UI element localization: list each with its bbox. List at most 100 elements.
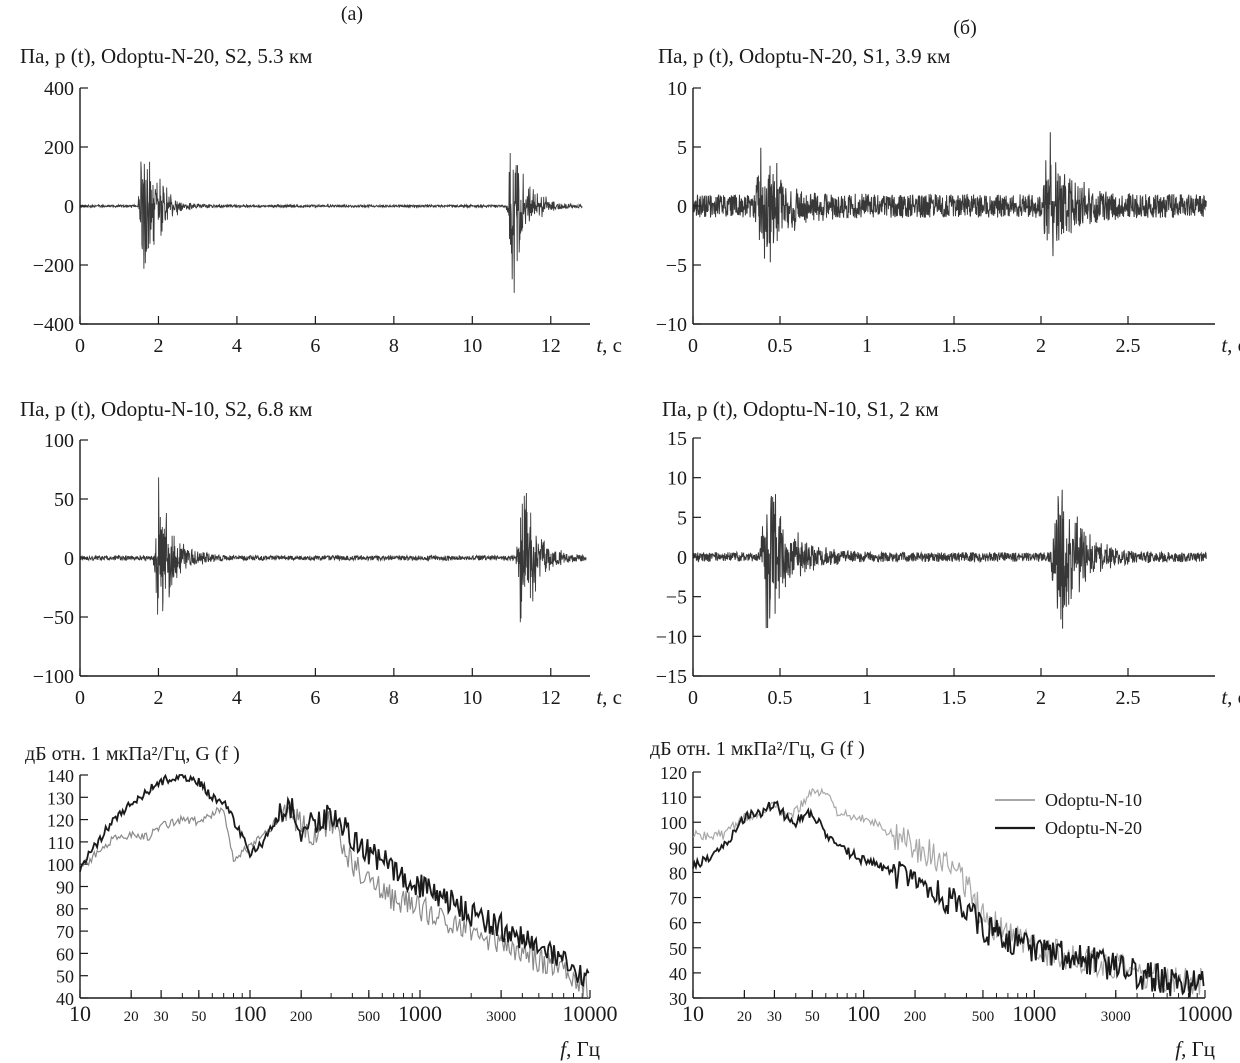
chart-pressure-n20-s2: Па, p (t), Odoptu-N-20, S2, 5.3 км 40020…	[20, 44, 622, 357]
y-tick-label: −5	[666, 255, 687, 277]
y-tick-label: 0	[677, 547, 687, 569]
x-tick-label: 1.5	[942, 335, 967, 357]
signal-line	[79, 477, 587, 623]
y-tick-label: 90	[56, 878, 74, 898]
y-tick-label: 10	[667, 78, 687, 100]
x-tick-label: 1	[862, 687, 872, 709]
y-tick-label: −10	[656, 626, 687, 648]
y-tick-label: −200	[33, 255, 74, 277]
y-tick-label: 50	[56, 967, 74, 987]
y-tick-label: 50	[54, 489, 74, 511]
y-tick-label: 70	[669, 889, 687, 909]
chart-title: Па, p (t), Odoptu-N-20, S2, 5.3 км	[20, 44, 312, 68]
y-tick-label: 100	[47, 855, 74, 875]
x-tick-label: 2	[1036, 687, 1046, 709]
x-tick-label: 0.5	[768, 335, 793, 357]
y-tick-label: 50	[669, 939, 687, 959]
series-line	[692, 800, 1205, 998]
y-tick-label: 40	[669, 964, 687, 984]
chart-title: Па, p (t), Odoptu-N-20, S1, 3.9 км	[658, 44, 950, 68]
series-line	[79, 804, 590, 999]
y-tick-label: 110	[661, 788, 687, 808]
y-tick-label: 60	[669, 914, 687, 934]
x-tick-label: 6	[310, 687, 320, 709]
signal-line	[692, 489, 1207, 629]
y-tick-label: 120	[47, 811, 74, 831]
y-tick-label: −10	[656, 314, 687, 336]
y-tick-label: 60	[56, 944, 74, 964]
y-tick-label: 400	[44, 78, 74, 100]
chart-title: дБ отн. 1 мкПа²/Гц, G (f )	[650, 738, 865, 760]
x-tick-label: 0	[75, 687, 85, 709]
x-tick-label: 10	[462, 687, 482, 709]
x-tick-label: 50	[805, 1009, 820, 1025]
x-tick-label: 100	[234, 1001, 267, 1026]
x-tick-label: 3000	[1101, 1009, 1131, 1025]
x-tick-label: 30	[767, 1009, 782, 1025]
x-tick-label: 1000	[1012, 1001, 1056, 1026]
y-tick-label: −5	[666, 587, 687, 609]
x-tick-label: 2	[1036, 335, 1046, 357]
y-tick-label: 110	[48, 833, 74, 853]
x-tick-label: 0.5	[768, 687, 793, 709]
x-tick-label: 30	[154, 1009, 169, 1025]
signal-line	[79, 152, 583, 293]
x-tick-label: 2.5	[1116, 687, 1141, 709]
chart-pressure-n10-s2: Па, p (t), Odoptu-N-10, S2, 6.8 км 10050…	[20, 397, 622, 709]
x-axis-label: t, с	[1221, 333, 1240, 357]
x-tick-label: 10	[69, 1001, 91, 1026]
y-tick-label: 70	[56, 922, 74, 942]
y-tick-label: 90	[669, 838, 687, 858]
chart-title: Па, p (t), Odoptu-N-10, S1, 2 км	[662, 397, 939, 421]
x-tick-label: 500	[358, 1009, 381, 1025]
y-tick-label: 120	[660, 763, 687, 783]
chart-spectrum-b: дБ отн. 1 мкПа²/Гц, G (f ) 120 110 100 90 80…	[650, 738, 1233, 1061]
x-tick-label: 1	[862, 335, 872, 357]
x-tick-label: 1000	[398, 1001, 442, 1026]
x-tick-label: 0	[75, 335, 85, 357]
chart-spectrum-a: дБ отн. 1 мкПа²/Гц, G (f ) 1401301201101…	[25, 743, 618, 1061]
y-tick-label: −15	[656, 666, 687, 688]
chart-pressure-n20-s1: Па, p (t), Odoptu-N-20, S1, 3.9 км 1050−…	[656, 44, 1240, 357]
legend-label: Odoptu-N-10	[1045, 790, 1142, 810]
x-tick-label: 20	[737, 1009, 752, 1025]
x-tick-label: 8	[389, 335, 399, 357]
x-axis-label: t, с	[1221, 685, 1240, 709]
x-axis-label: t, с	[596, 333, 622, 357]
x-tick-label: 50	[191, 1009, 206, 1025]
y-tick-label: 5	[677, 507, 687, 529]
x-tick-label: 0	[688, 687, 698, 709]
y-tick-label: 130	[47, 788, 74, 808]
x-tick-label: 3000	[486, 1009, 516, 1025]
x-tick-label: 2	[153, 687, 163, 709]
x-tick-label: 200	[290, 1009, 313, 1025]
y-tick-label: 30	[669, 989, 687, 1009]
x-axis-label: f, Гц	[560, 1037, 600, 1061]
y-tick-label: −100	[33, 666, 74, 688]
y-tick-label: 0	[64, 196, 74, 218]
y-tick-label: 15	[667, 428, 687, 450]
y-tick-label: 5	[677, 137, 687, 159]
chart-title: дБ отн. 1 мкПа²/Гц, G (f )	[25, 743, 240, 765]
y-tick-label: 200	[44, 137, 74, 159]
x-tick-label: 100	[847, 1001, 880, 1026]
y-tick-label: 0	[64, 548, 74, 570]
panel-label-b: (б)	[953, 17, 977, 39]
x-tick-label: 4	[232, 335, 242, 357]
panel-label-a: (а)	[341, 3, 363, 25]
x-tick-label: 10	[462, 335, 482, 357]
x-tick-label: 12	[541, 687, 561, 709]
x-tick-label: 10000	[563, 1001, 618, 1026]
y-tick-label: 80	[669, 863, 687, 883]
x-tick-label: 0	[688, 335, 698, 357]
legend-label: Odoptu-N-20	[1045, 818, 1142, 838]
x-tick-label: 10000	[1178, 1001, 1233, 1026]
y-tick-label: 140	[47, 766, 74, 786]
x-tick-label: 8	[389, 687, 399, 709]
x-tick-label: 4	[232, 687, 242, 709]
y-tick-label: 100	[660, 813, 687, 833]
x-tick-label: 1.5	[942, 687, 967, 709]
x-tick-label: 6	[310, 335, 320, 357]
y-tick-label: 100	[44, 430, 74, 452]
